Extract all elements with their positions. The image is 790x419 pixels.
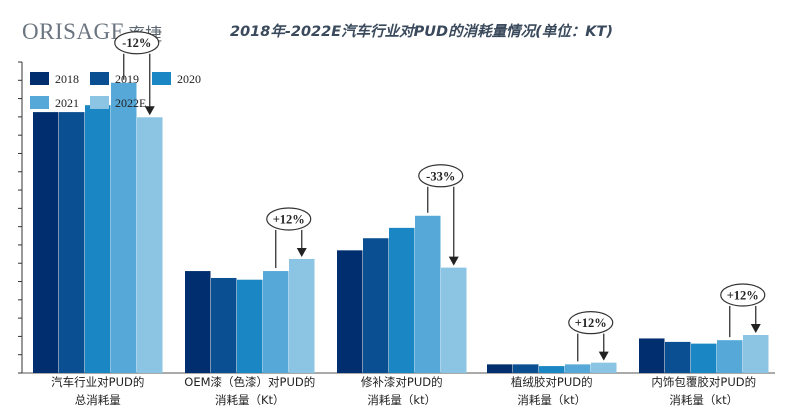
- bar-2019-cat2: [211, 277, 237, 373]
- category-label: 修补漆对PUD的: [361, 375, 443, 389]
- callout-arrowhead: [296, 247, 307, 257]
- callout-arrowhead: [144, 106, 155, 116]
- bar-2018-cat2: [185, 271, 211, 373]
- legend-label-2019: 2019: [115, 72, 139, 86]
- bar-2020-cat2: [237, 279, 263, 373]
- category-label: 内饰包覆胶对PUD的: [651, 375, 756, 389]
- bar-2020-cat3: [389, 227, 415, 373]
- callout-arrowhead: [750, 323, 761, 333]
- bar-2021-cat1: [111, 82, 137, 373]
- bar-2019-cat3: [363, 238, 389, 373]
- category-label: 消耗量（kt）: [669, 393, 738, 407]
- category-label: OEM漆（色漆）对PUD的: [184, 375, 315, 389]
- bar-2018-cat4: [487, 364, 513, 373]
- bar-2021-cat3: [415, 215, 441, 373]
- callout-arrowhead: [448, 256, 459, 266]
- bar-2020-cat4: [539, 366, 565, 373]
- bar-2019-cat1: [59, 112, 85, 373]
- bar-2020-cat1: [85, 105, 111, 373]
- change-callout-label: -33%: [426, 169, 455, 183]
- bar-2019-cat4: [513, 364, 539, 373]
- bar-2021-cat5: [717, 340, 743, 373]
- bar-2022E-cat1: [137, 117, 163, 374]
- legend-swatch-2018: [30, 72, 49, 85]
- change-callout-bubble: [568, 311, 614, 335]
- bar-2022E-cat4: [591, 362, 617, 373]
- category-label: 消耗量（kt）: [367, 393, 436, 407]
- bar-2022E-cat3: [441, 267, 467, 373]
- callout-arrowhead: [598, 351, 609, 361]
- bar-2018-cat3: [337, 250, 363, 373]
- change-callout-bubble: [418, 164, 464, 188]
- bar-2018-cat5: [639, 338, 665, 373]
- bar-2020-cat5: [691, 343, 717, 373]
- category-label: 消耗量（kt）: [517, 393, 586, 407]
- bar-2022E-cat5: [743, 334, 769, 373]
- logo-latin-text: ORISAGE: [22, 19, 126, 44]
- category-label: 总消耗量: [75, 393, 121, 407]
- category-label: 植绒胶对PUD的: [511, 375, 593, 389]
- bar-2018-cat1: [33, 112, 59, 373]
- legend-label-2020: 2020: [177, 72, 201, 86]
- category-label: 汽车行业对PUD的: [51, 375, 144, 389]
- change-callout-label: +12%: [575, 316, 607, 330]
- legend-swatch-2019: [90, 72, 109, 85]
- change-callout-bubble: [266, 207, 312, 231]
- change-callout-label: -12%: [122, 36, 151, 50]
- legend-label-2018: 2018: [55, 72, 79, 86]
- bar-2021-cat2: [263, 271, 289, 373]
- legend-swatch-2021: [30, 96, 49, 109]
- change-callout-label: +12%: [273, 212, 305, 226]
- legend-label-2021: 2021: [55, 96, 79, 110]
- legend-swatch-2022E: [90, 96, 109, 109]
- change-callout-label: +12%: [727, 288, 759, 302]
- change-callout-bubble: [720, 283, 766, 307]
- chart-title: 2018年-2022E汽车行业对PUD的消耗量情况(单位：KT): [230, 24, 613, 40]
- bar-2022E-cat2: [289, 258, 315, 373]
- change-callout-bubble: [114, 31, 160, 55]
- bar-2021-cat4: [565, 364, 591, 373]
- category-label: 消耗量（Kt）: [215, 393, 285, 407]
- bar-2019-cat5: [665, 341, 691, 373]
- legend-swatch-2020: [152, 72, 171, 85]
- legend-label-2022E: 2022E: [115, 96, 146, 110]
